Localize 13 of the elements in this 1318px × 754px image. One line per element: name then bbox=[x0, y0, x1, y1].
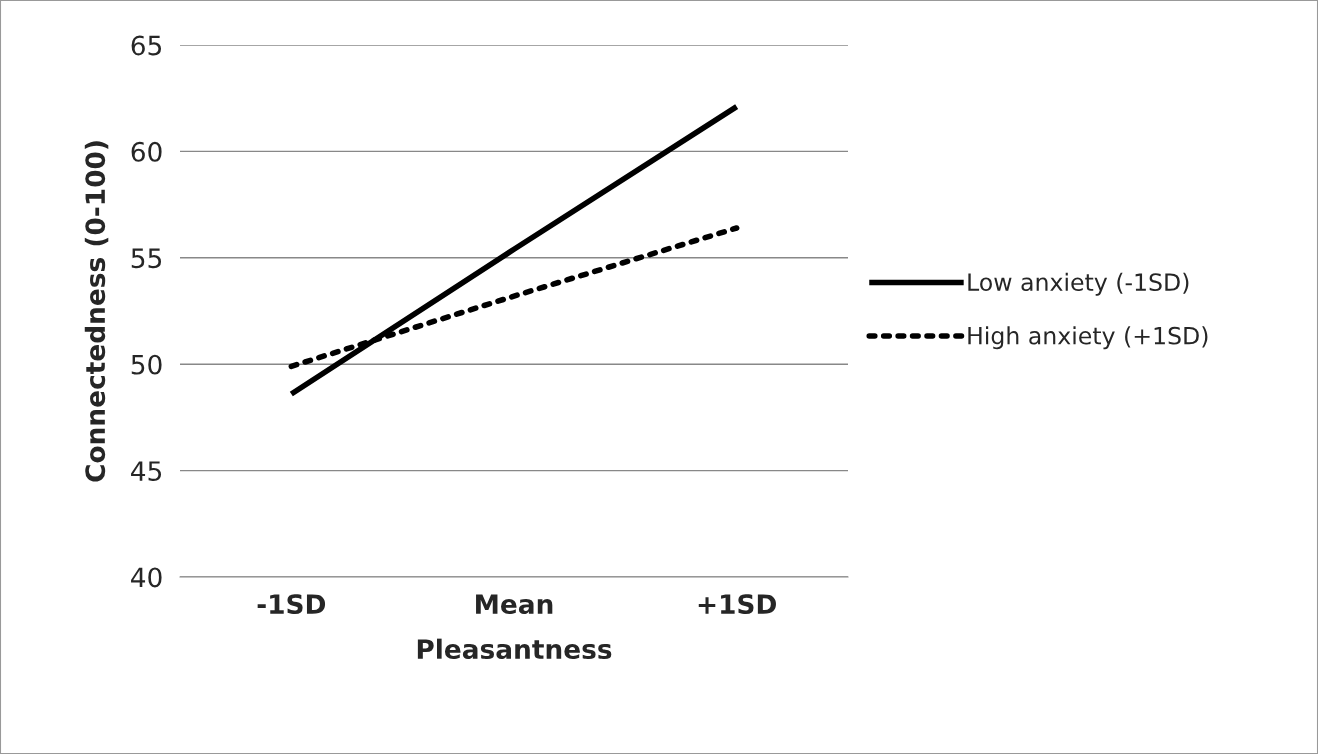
y-tick-label: 40 bbox=[131, 567, 162, 588]
x-axis-title: Pleasantness bbox=[417, 638, 612, 660]
y-tick-label: 50 bbox=[131, 354, 162, 375]
x-tick-label: +1SD bbox=[698, 594, 776, 615]
x-tick-label: -1SD bbox=[257, 594, 326, 615]
y-tick-label: 60 bbox=[131, 141, 162, 162]
legend-label: Low anxiety (-1SD) bbox=[968, 272, 1189, 296]
y-tick-label: 45 bbox=[131, 461, 162, 481]
y-tick-label: 65 bbox=[131, 35, 162, 56]
legend-label: High anxiety (+1SD) bbox=[968, 326, 1208, 350]
x-tick-label: Mean bbox=[476, 594, 553, 615]
y-tick-label: 55 bbox=[131, 248, 162, 269]
y-axis-title: Connectedness (0-100) bbox=[84, 141, 109, 482]
